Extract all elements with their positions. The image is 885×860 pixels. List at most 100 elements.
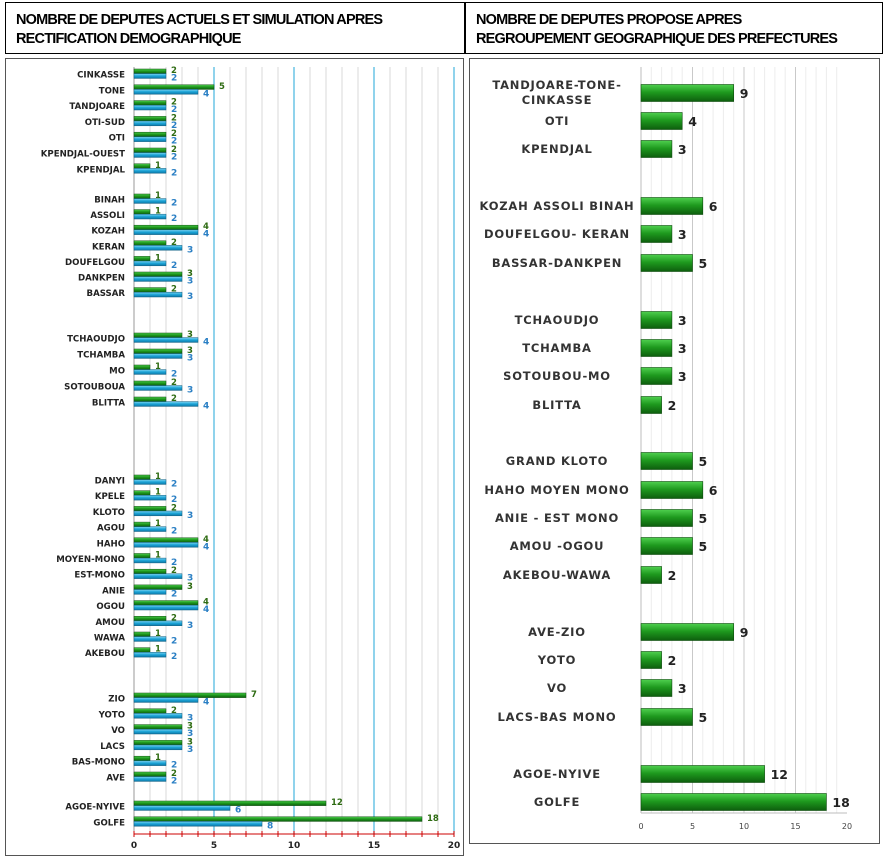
category-label-tchaoudjo: TCHAOUDJO [67, 335, 125, 345]
value-label-doufelgou-keran: 3 [678, 227, 687, 242]
category-label-bas-mono: BAS-MONO [72, 758, 125, 768]
value-blue-tone: 4 [203, 89, 209, 99]
category-label-anie-est-mono: ANIE - EST MONO [495, 511, 619, 525]
value-label-tchaoudjo: 3 [678, 313, 687, 328]
value-green-kpendjal-ouest: 2 [171, 145, 177, 155]
value-blue-dankpen: 3 [187, 277, 193, 287]
value-label-kpendjal: 3 [678, 142, 687, 157]
category-label-bassar: BASSAR [87, 289, 126, 299]
bar-green-yoto [133, 708, 167, 714]
category-label-grand-kloto: GRAND KLOTO [506, 454, 608, 468]
value-blue-haho: 4 [203, 542, 209, 552]
value-blue-doufelgou: 2 [171, 261, 177, 271]
value-green-doufelgou: 1 [155, 253, 161, 263]
bar-blue-dankpen [133, 276, 183, 282]
category-label-doufelgou-keran: DOUFELGOU- KERAN [484, 227, 630, 241]
category-label-vo: VO [547, 681, 567, 695]
category-label-agou: AGOU [97, 524, 125, 534]
category-label-oti: OTI [109, 134, 125, 144]
category-label-amou: AMOU [96, 618, 126, 628]
value-blue-moyen-mono: 2 [171, 558, 177, 568]
value-green-amou: 2 [171, 613, 177, 623]
bar-blue-tchaoudjo [133, 337, 199, 343]
x-tick-label: 10 [288, 841, 301, 851]
category-label-akebou-wawa: AKEBOU-WAWA [503, 568, 611, 582]
bar-green-kpendjal [133, 163, 151, 169]
bar-green-kpendjal-ouest [133, 147, 167, 153]
bar-green-sotouboua [133, 380, 167, 386]
bar-blue-blitta [133, 401, 199, 407]
value-green-sotouboua: 2 [171, 378, 177, 388]
value-label-haho-moyen-mono: 6 [709, 483, 718, 498]
right-bar-chart: 0 5 10 15 20 TANDJOARE-TONE-CINKASSE 9 OTI 4 KPEN… [480, 67, 852, 831]
bar-yoto [640, 651, 662, 669]
x-tick-label: 0 [131, 841, 137, 851]
bar-amou-ogou [640, 537, 693, 555]
bar-green-lacs [133, 740, 183, 746]
value-blue-kpele: 2 [171, 495, 177, 505]
bar-blue-tandjoare [133, 104, 167, 111]
value-green-oti-sud: 2 [171, 113, 177, 123]
category-label-oti: OTI [545, 114, 569, 128]
value-blue-oti-sud: 2 [171, 121, 177, 131]
value-green-mo: 1 [155, 362, 161, 372]
category-label-lacs-bas-mono: LACS-BAS MONO [498, 710, 617, 724]
bar-blue-doufelgou [133, 260, 167, 267]
value-blue-ave: 2 [171, 777, 177, 787]
category-label-haho: HAHO [97, 539, 125, 549]
value-blue-zio: 4 [203, 698, 209, 708]
bar-blue-moyen-mono [133, 557, 167, 564]
left-title-line2: RECTIFICATION DEMOGRAPHIQUE [16, 31, 241, 47]
category-label-blitta: BLITTA [92, 399, 125, 409]
bar-lacs-bas-mono [640, 708, 693, 726]
value-blue-lacs: 3 [187, 745, 193, 755]
bar-green-tone [133, 84, 215, 90]
bar-blue-vo [133, 728, 183, 735]
bar-tandjoare-tone-cinkasse [640, 84, 734, 102]
category-label-lacs: LACS [100, 742, 125, 752]
bar-green-wawa [133, 631, 151, 637]
bar-kozah-assoli-binah [640, 197, 704, 215]
category-label-tchaoudjo: TCHAOUDJO [515, 313, 600, 327]
value-green-yoto: 2 [171, 706, 177, 716]
category-label-kozah-assoli-binah: KOZAH ASSOLI BINAH [480, 199, 635, 213]
bar-tchaoudjo [640, 311, 673, 329]
category-label-akebou: AKEBOU [85, 649, 125, 659]
value-blue-blitta: 4 [203, 402, 209, 412]
bar-blue-oti [133, 136, 167, 142]
value-blue-oti: 2 [171, 137, 177, 147]
bar-green-binah [133, 193, 151, 199]
category-label-blitta: BLITTA [532, 398, 581, 412]
bar-blue-ave [133, 776, 167, 782]
bar-blue-kpele [133, 495, 167, 501]
category-label-doufelgou: DOUFELGOU [65, 258, 125, 268]
value-blue-est-mono: 3 [187, 574, 193, 584]
bar-green-ogou [133, 600, 199, 606]
value-blue-assoli: 2 [171, 214, 177, 224]
value-label-yoto: 2 [668, 653, 677, 668]
category-label-kloto: KLOTO [93, 508, 125, 518]
bar-anie-est-mono [640, 509, 693, 527]
bar-blue-sotouboua [133, 385, 183, 391]
x-tick-label: 20 [842, 822, 852, 831]
value-label-tchamba: 3 [678, 341, 687, 356]
value-label-bassar-dankpen: 5 [699, 256, 708, 271]
bar-green-doufelgou [133, 256, 151, 262]
bar-blue-tone [133, 89, 199, 95]
value-green-akebou: 1 [155, 645, 161, 655]
value-blue-keran: 3 [187, 245, 193, 255]
value-label-blitta: 2 [668, 398, 677, 413]
bar-blue-ogou [133, 604, 199, 611]
value-green-dankpen: 3 [187, 269, 193, 279]
value-blue-mo: 2 [171, 370, 177, 380]
bar-green-danyi [133, 474, 151, 480]
value-label-agoe-nyive: 12 [771, 767, 788, 782]
right-title-line1: NOMBRE DE DEPUTES PROPOSE APRES [476, 12, 742, 28]
value-blue-tchaoudjo: 4 [203, 338, 209, 348]
value-green-binah: 1 [155, 191, 161, 201]
bar-blue-est-mono [133, 573, 183, 579]
value-blue-tandjoare: 2 [171, 105, 177, 115]
value-green-danyi: 1 [155, 472, 161, 482]
value-green-tandjoare: 2 [171, 98, 177, 108]
x-tick-label: 10 [739, 822, 749, 831]
